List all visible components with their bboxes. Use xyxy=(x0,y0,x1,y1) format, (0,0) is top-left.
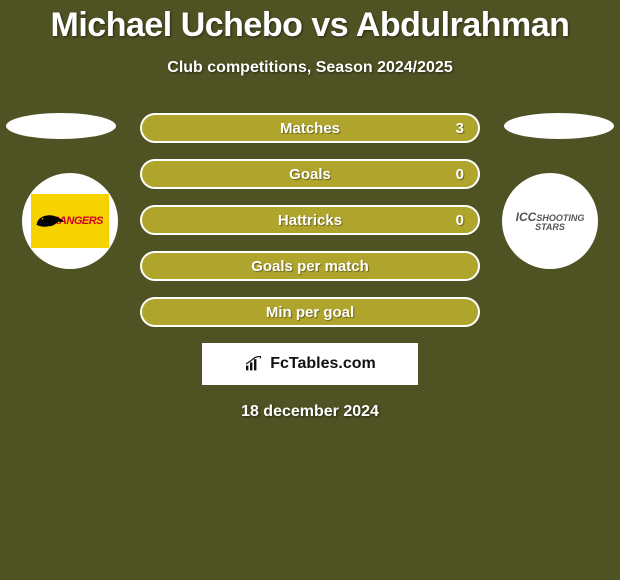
stat-bar: Goals per match xyxy=(140,251,480,281)
stat-bar: Hattricks 0 xyxy=(140,205,480,235)
stat-bar: Matches 3 xyxy=(140,113,480,143)
stat-label: Hattricks xyxy=(278,212,342,229)
team-badge-right: ICCSHOOTING STARS xyxy=(502,173,598,269)
panther-icon xyxy=(35,211,65,231)
team-badge-left: RANGERS xyxy=(22,173,118,269)
chart-icon xyxy=(244,356,264,372)
player-avatar-left xyxy=(6,113,116,139)
stat-label: Goals per match xyxy=(251,258,369,275)
stat-value: 3 xyxy=(456,120,464,137)
team-prefix-right: ICC xyxy=(516,210,537,224)
team-suffix-right: SHOOTING STARS xyxy=(535,213,584,232)
stat-bar: Min per goal xyxy=(140,297,480,327)
stat-bar: Goals 0 xyxy=(140,159,480,189)
stat-value: 0 xyxy=(456,166,464,183)
watermark-text: FcTables.com xyxy=(270,355,376,373)
subtitle: Club competitions, Season 2024/2025 xyxy=(0,59,620,77)
team-logo-left: RANGERS xyxy=(31,194,109,248)
watermark-box: FcTables.com xyxy=(202,343,418,385)
team-logo-right: ICCSHOOTING STARS xyxy=(502,211,598,232)
stat-label: Goals xyxy=(289,166,331,183)
stat-label: Min per goal xyxy=(266,304,354,321)
comparison-content: RANGERS ICCSHOOTING STARS Matches 3 Goals 0… xyxy=(0,113,620,421)
date-label: 18 december 2024 xyxy=(0,403,620,421)
player-avatar-right xyxy=(504,113,614,139)
page-title: Michael Uchebo vs Abdulrahman xyxy=(0,0,620,45)
stat-value: 0 xyxy=(456,212,464,229)
stat-label: Matches xyxy=(280,120,340,137)
